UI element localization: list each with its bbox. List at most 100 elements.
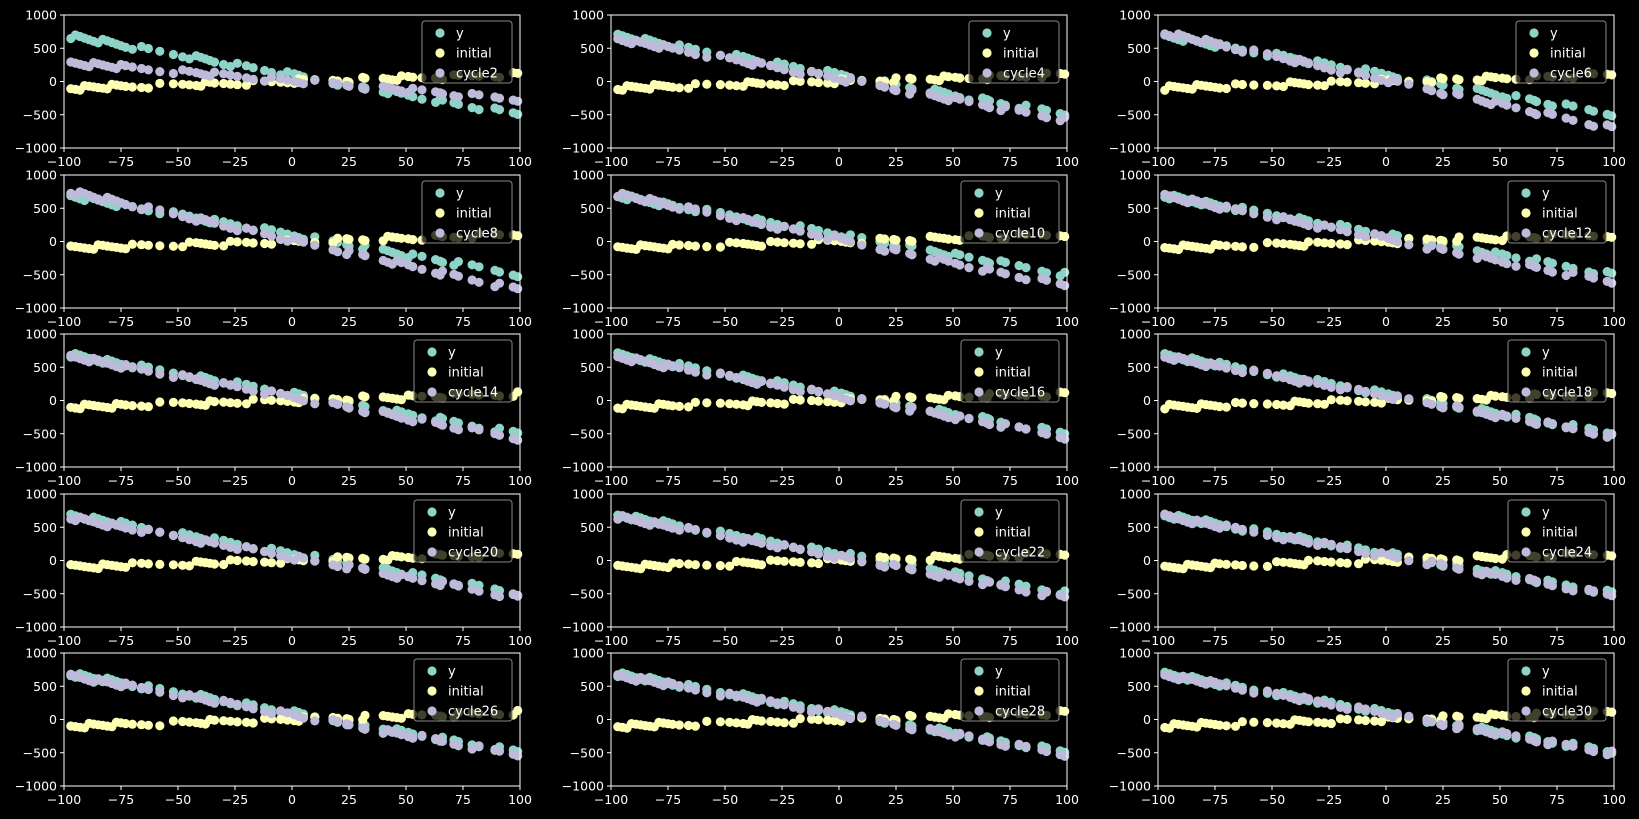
point-cycle26: [136, 682, 147, 693]
point-initial: [1221, 241, 1231, 251]
series-cycle6: [1160, 29, 1617, 132]
point-cycle22: [795, 544, 805, 554]
point-cycle4: [1021, 107, 1031, 117]
point-initial: [136, 558, 147, 568]
x-tick-label: −25: [1316, 633, 1342, 648]
x-tick-label: 100: [1602, 633, 1626, 648]
point-cycle4: [702, 52, 712, 62]
point-cycle26: [260, 707, 270, 717]
point-cycle30: [1502, 728, 1512, 739]
point-initial: [1237, 242, 1247, 252]
point-initial: [248, 238, 258, 248]
point-cycle16: [779, 382, 789, 392]
point-initial: [725, 399, 735, 409]
point-initial: [241, 237, 251, 247]
y-tick-label: 0: [49, 74, 57, 89]
x-tick-label: 0: [288, 154, 296, 169]
point-cycle8: [310, 240, 320, 250]
point-cycle22: [807, 547, 817, 557]
legend-label: initial: [995, 526, 1031, 541]
point-cycle26: [225, 697, 235, 708]
point-cycle22: [1060, 592, 1070, 602]
point-initial: [668, 401, 678, 411]
legend-label: initial: [1003, 47, 1039, 62]
y-tick-label: −1000: [15, 620, 57, 635]
x-tick-label: 0: [288, 314, 296, 329]
legend-label: cycle18: [1542, 386, 1592, 401]
point-initial: [1342, 77, 1352, 87]
point-cycle6: [1490, 96, 1500, 106]
x-tick-label: 100: [508, 792, 532, 807]
legend-marker-initial: [427, 367, 437, 377]
x-tick-label: −25: [222, 473, 248, 488]
x-tick-label: 0: [288, 633, 296, 648]
point-initial: [1490, 235, 1500, 245]
point-initial: [1319, 718, 1329, 728]
point-initial: [1249, 717, 1259, 727]
point-cycle28: [715, 691, 726, 701]
point-cycle8: [474, 277, 484, 287]
point-initial: [1326, 76, 1336, 86]
point-cycle22: [984, 577, 995, 587]
point-cycle20: [396, 570, 406, 580]
y-tick-label: 1000: [25, 168, 57, 183]
legend-box: [413, 499, 513, 563]
point-cycle10: [1000, 269, 1011, 279]
point-initial: [891, 73, 901, 83]
point-cycle12: [1237, 206, 1247, 216]
y-tick-label: 0: [1143, 393, 1151, 408]
point-initial: [807, 714, 817, 724]
point-cycle18: [1303, 376, 1314, 386]
point-cycle22: [813, 549, 824, 559]
point-cycle28: [702, 688, 712, 698]
point-cycle2: [453, 92, 463, 102]
point-cycle18: [1360, 386, 1371, 396]
x-tick-label: 25: [888, 792, 904, 807]
point-initial: [178, 560, 188, 570]
point-y: [136, 41, 147, 52]
point-initial: [241, 556, 251, 566]
point-initial: [1454, 232, 1464, 242]
point-cycle16: [1014, 422, 1024, 432]
x-tick-label: −100: [594, 792, 628, 807]
point-initial: [360, 236, 370, 246]
point-cycle16: [690, 367, 701, 377]
subplot-13: −100 −75 −50 −25 0 25 50 75 100 −1000 −500 0 500 1000…: [15, 646, 532, 808]
point-initial: [232, 398, 242, 408]
point-y: [1607, 268, 1617, 278]
x-tick-label: 75: [455, 473, 471, 488]
point-initial: [1360, 397, 1371, 407]
x-tick-label: 0: [835, 633, 843, 648]
point-cycle18: [1326, 382, 1336, 392]
point-initial: [829, 397, 840, 407]
point-initial: [772, 80, 783, 90]
point-cycle28: [964, 731, 974, 741]
legend-marker-y: [427, 347, 437, 357]
point-initial: [513, 231, 523, 241]
legend-marker-initial: [435, 48, 445, 58]
point-cycle18: [1490, 413, 1500, 423]
point-cycle26: [396, 730, 406, 740]
point-cycle10: [1014, 272, 1024, 283]
point-cycle2: [248, 74, 258, 84]
legend-label: y: [995, 346, 1003, 361]
point-cycle6: [1262, 49, 1272, 59]
x-tick-label: 50: [945, 633, 961, 648]
point-cycle28: [943, 730, 954, 740]
legend-label: initial: [448, 366, 484, 381]
x-tick-label: 0: [835, 792, 843, 807]
point-cycle28: [772, 698, 783, 708]
point-cycle24: [1392, 553, 1402, 563]
point-cycle14: [225, 380, 235, 390]
x-tick-label: −100: [47, 154, 81, 169]
point-initial: [690, 79, 701, 89]
point-initial: [1303, 717, 1314, 727]
point-cycle12: [1230, 204, 1241, 214]
y-tick-label: −500: [570, 267, 604, 282]
point-initial: [715, 717, 726, 727]
point-initial: [127, 558, 137, 568]
point-initial: [1319, 81, 1329, 91]
point-cycle24: [1262, 530, 1272, 541]
point-cycle18: [1568, 424, 1578, 434]
point-initial: [1249, 242, 1259, 252]
